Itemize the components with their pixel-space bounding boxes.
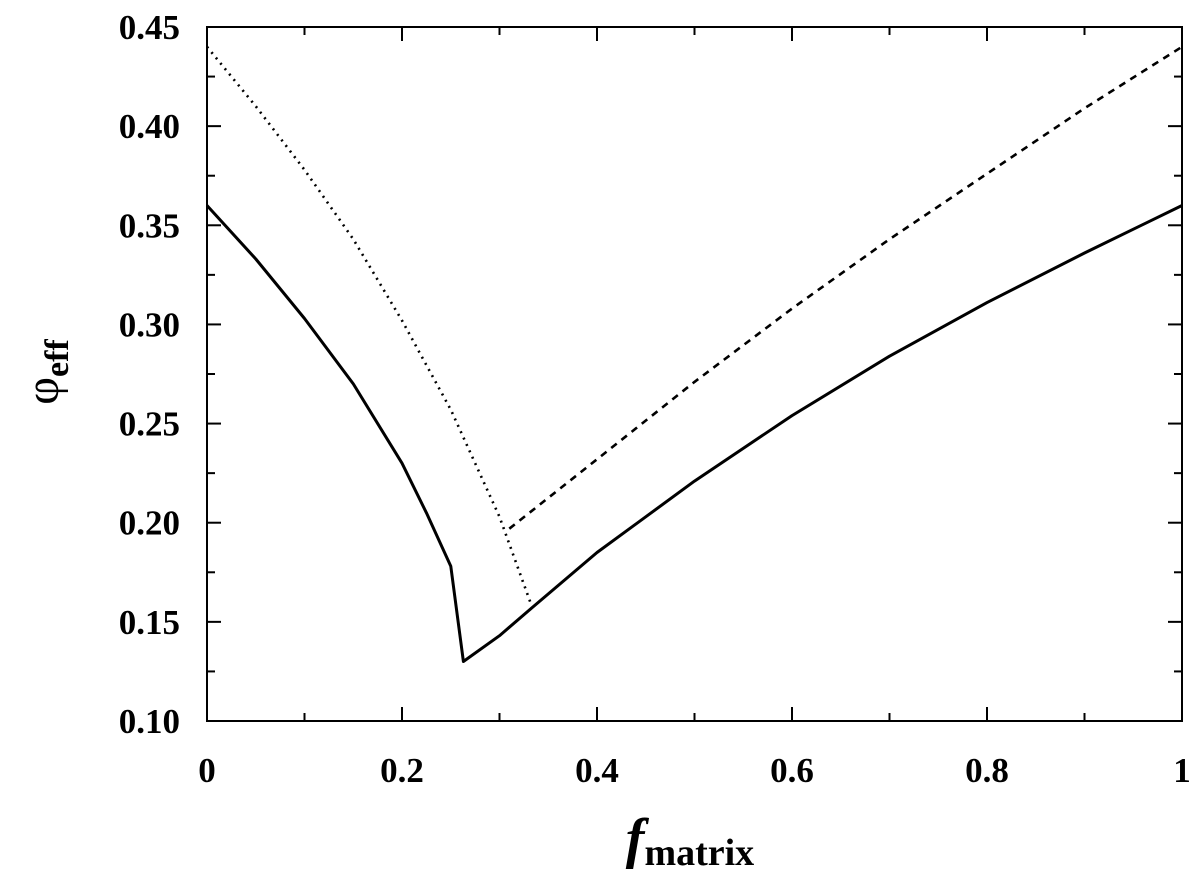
series-layer bbox=[205, 45, 1183, 663]
x-tick-label: 1 bbox=[1173, 751, 1191, 790]
y-axis-title-main: φ bbox=[16, 377, 69, 405]
y-tick-label: 0.40 bbox=[119, 107, 180, 146]
y-tick-label: 0.30 bbox=[119, 305, 180, 344]
x-tick-label: 0.4 bbox=[575, 751, 619, 790]
x-tick-label: 0 bbox=[198, 751, 216, 790]
x-axis-title-sub: matrix bbox=[644, 832, 754, 874]
y-tick-label: 0.10 bbox=[119, 702, 180, 741]
label-layer: 0 0.2 0.4 0.6 0.8 1 0.10 0.15 0.20 0.25 0.30 0.35 0.… bbox=[119, 8, 1191, 790]
y-axis-title: φeff bbox=[16, 339, 76, 405]
tick-layer bbox=[206, 26, 1183, 722]
series-line-solid bbox=[205, 204, 1183, 663]
y-tick-label: 0.25 bbox=[119, 405, 180, 444]
x-tick-label: 0.6 bbox=[770, 751, 814, 790]
x-tick-label: 0.2 bbox=[380, 751, 424, 790]
x-axis-title: fmatrix bbox=[626, 808, 754, 874]
y-tick-label: 0.15 bbox=[119, 603, 180, 642]
plot-frame bbox=[206, 26, 1183, 722]
y-axis-title-sub: eff bbox=[39, 339, 76, 377]
y-tick-label: 0.35 bbox=[119, 206, 180, 245]
series-line-dotted bbox=[205, 45, 533, 607]
y-tick-label: 0.45 bbox=[119, 8, 180, 47]
y-tick-label: 0.20 bbox=[119, 504, 180, 543]
x-tick-label: 0.8 bbox=[965, 751, 1009, 790]
series-line-dashed bbox=[508, 45, 1183, 530]
